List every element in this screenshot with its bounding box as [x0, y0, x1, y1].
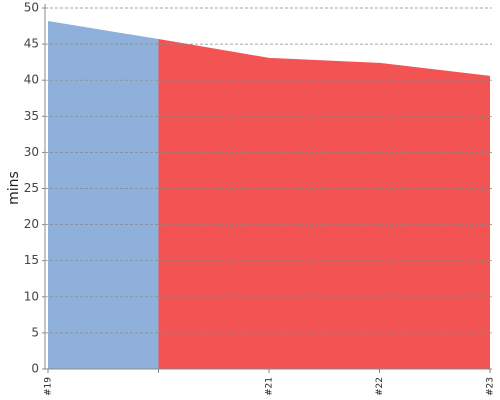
y-tick-label: 5: [31, 325, 39, 339]
y-tick-label: 15: [24, 253, 39, 267]
x-tick-label: #19: [44, 377, 54, 396]
y-tick-label: 20: [24, 217, 39, 231]
y-tick-label: 25: [24, 181, 39, 195]
y-axis-label: mins: [6, 171, 22, 205]
x-tick-label: #22: [375, 377, 385, 396]
x-tick-label: #21: [265, 377, 275, 396]
y-tick-label: 0: [31, 362, 39, 376]
y-tick-label: 50: [24, 1, 39, 15]
y-tick-label: 40: [24, 73, 39, 87]
y-tick-label: 35: [24, 109, 39, 123]
area-segment: [379, 62, 490, 369]
y-tick-label: 10: [24, 289, 39, 303]
y-tick-label: 30: [24, 145, 39, 159]
x-tick-label: #23: [486, 377, 496, 396]
area-segment: [48, 20, 159, 369]
y-tick-label: 45: [24, 37, 39, 51]
area-segment: [269, 57, 380, 370]
area-segment: [158, 39, 269, 370]
